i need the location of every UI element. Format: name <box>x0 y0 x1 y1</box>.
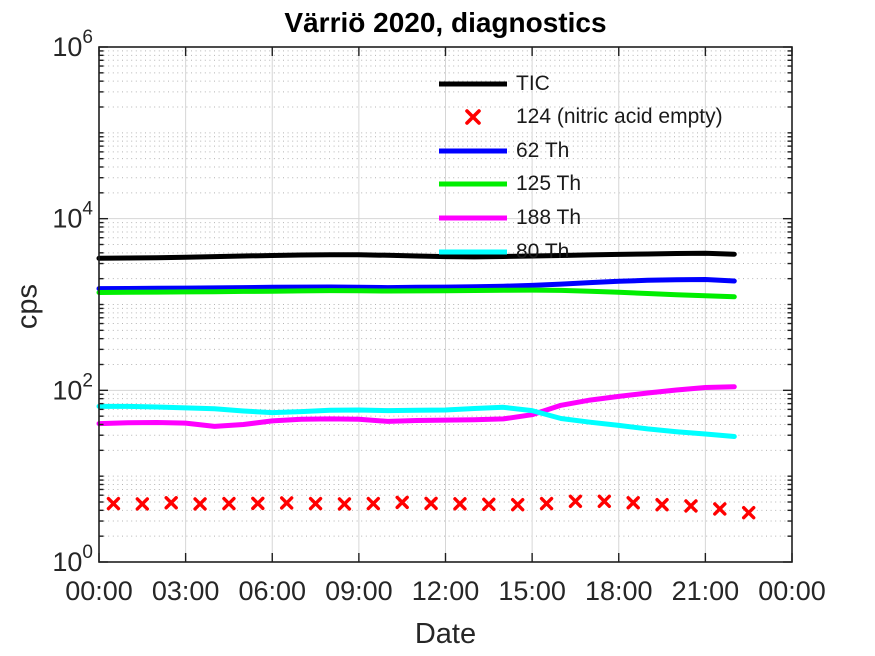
y-tick-label: 102 <box>52 370 93 405</box>
x-marker-icon <box>437 101 509 133</box>
x-tick-label: 09:00 <box>325 576 393 606</box>
legend-entry-188th: 188 Th <box>437 202 581 234</box>
chart-title: Värriö 2020, diagnostics <box>284 7 607 38</box>
80th-line-swatch <box>437 236 509 268</box>
x-tick-label: 06:00 <box>238 576 306 606</box>
legend-entry-62th: 62 Th <box>437 135 569 167</box>
x-axis-label: Date <box>414 618 477 650</box>
62th-line-swatch <box>437 135 509 167</box>
series-125-th-line <box>96 287 737 300</box>
series-tic-line <box>96 250 737 261</box>
series-62-th-line <box>96 277 737 292</box>
x-tick-label: 03:00 <box>152 576 220 606</box>
legend-label: 62 Th <box>516 139 570 162</box>
legend-entry-80th: 80 Th <box>437 236 569 268</box>
y-tick-label: 100 <box>52 542 93 577</box>
y-tick-label: 106 <box>52 27 93 62</box>
legend-entry-tic: TIC <box>437 68 550 100</box>
legend-label: 80 Th <box>516 240 570 263</box>
y-axis-label: cps <box>11 283 44 330</box>
125th-line-swatch <box>437 168 509 200</box>
legend-label: 125 Th <box>516 172 581 195</box>
y-tick-label: 104 <box>52 199 93 234</box>
tic-line-swatch <box>437 68 509 100</box>
legend-entry-125th: 125 Th <box>437 168 581 200</box>
x-tick-label: 00:00 <box>758 576 826 606</box>
tick-marks <box>98 46 793 563</box>
x-tick-label: 21:00 <box>672 576 740 606</box>
188th-line-swatch <box>437 202 509 234</box>
y-tick-labels: 100 102 104 106 <box>52 27 93 577</box>
legend-label: 124 (nitric acid empty) <box>516 105 723 128</box>
grid-minor <box>99 50 792 537</box>
legend-entry-124: 124 (nitric acid empty) <box>437 101 723 133</box>
x-tick-label: 18:00 <box>585 576 653 606</box>
x-tick-label: 15:00 <box>498 576 566 606</box>
series-188-th-line <box>96 384 737 429</box>
x-tick-label: 12:00 <box>412 576 480 606</box>
x-tick-labels: 00:00 03:00 06:00 09:00 12:00 15:00 18:00 21:00… <box>65 576 826 606</box>
legend-label: TIC <box>516 72 550 95</box>
legend-label: 188 Th <box>516 206 581 229</box>
x-tick-label: 00:00 <box>65 576 133 606</box>
series-124-nitric-acid-empty--markers <box>106 494 756 520</box>
series-80-th-line <box>96 403 737 439</box>
